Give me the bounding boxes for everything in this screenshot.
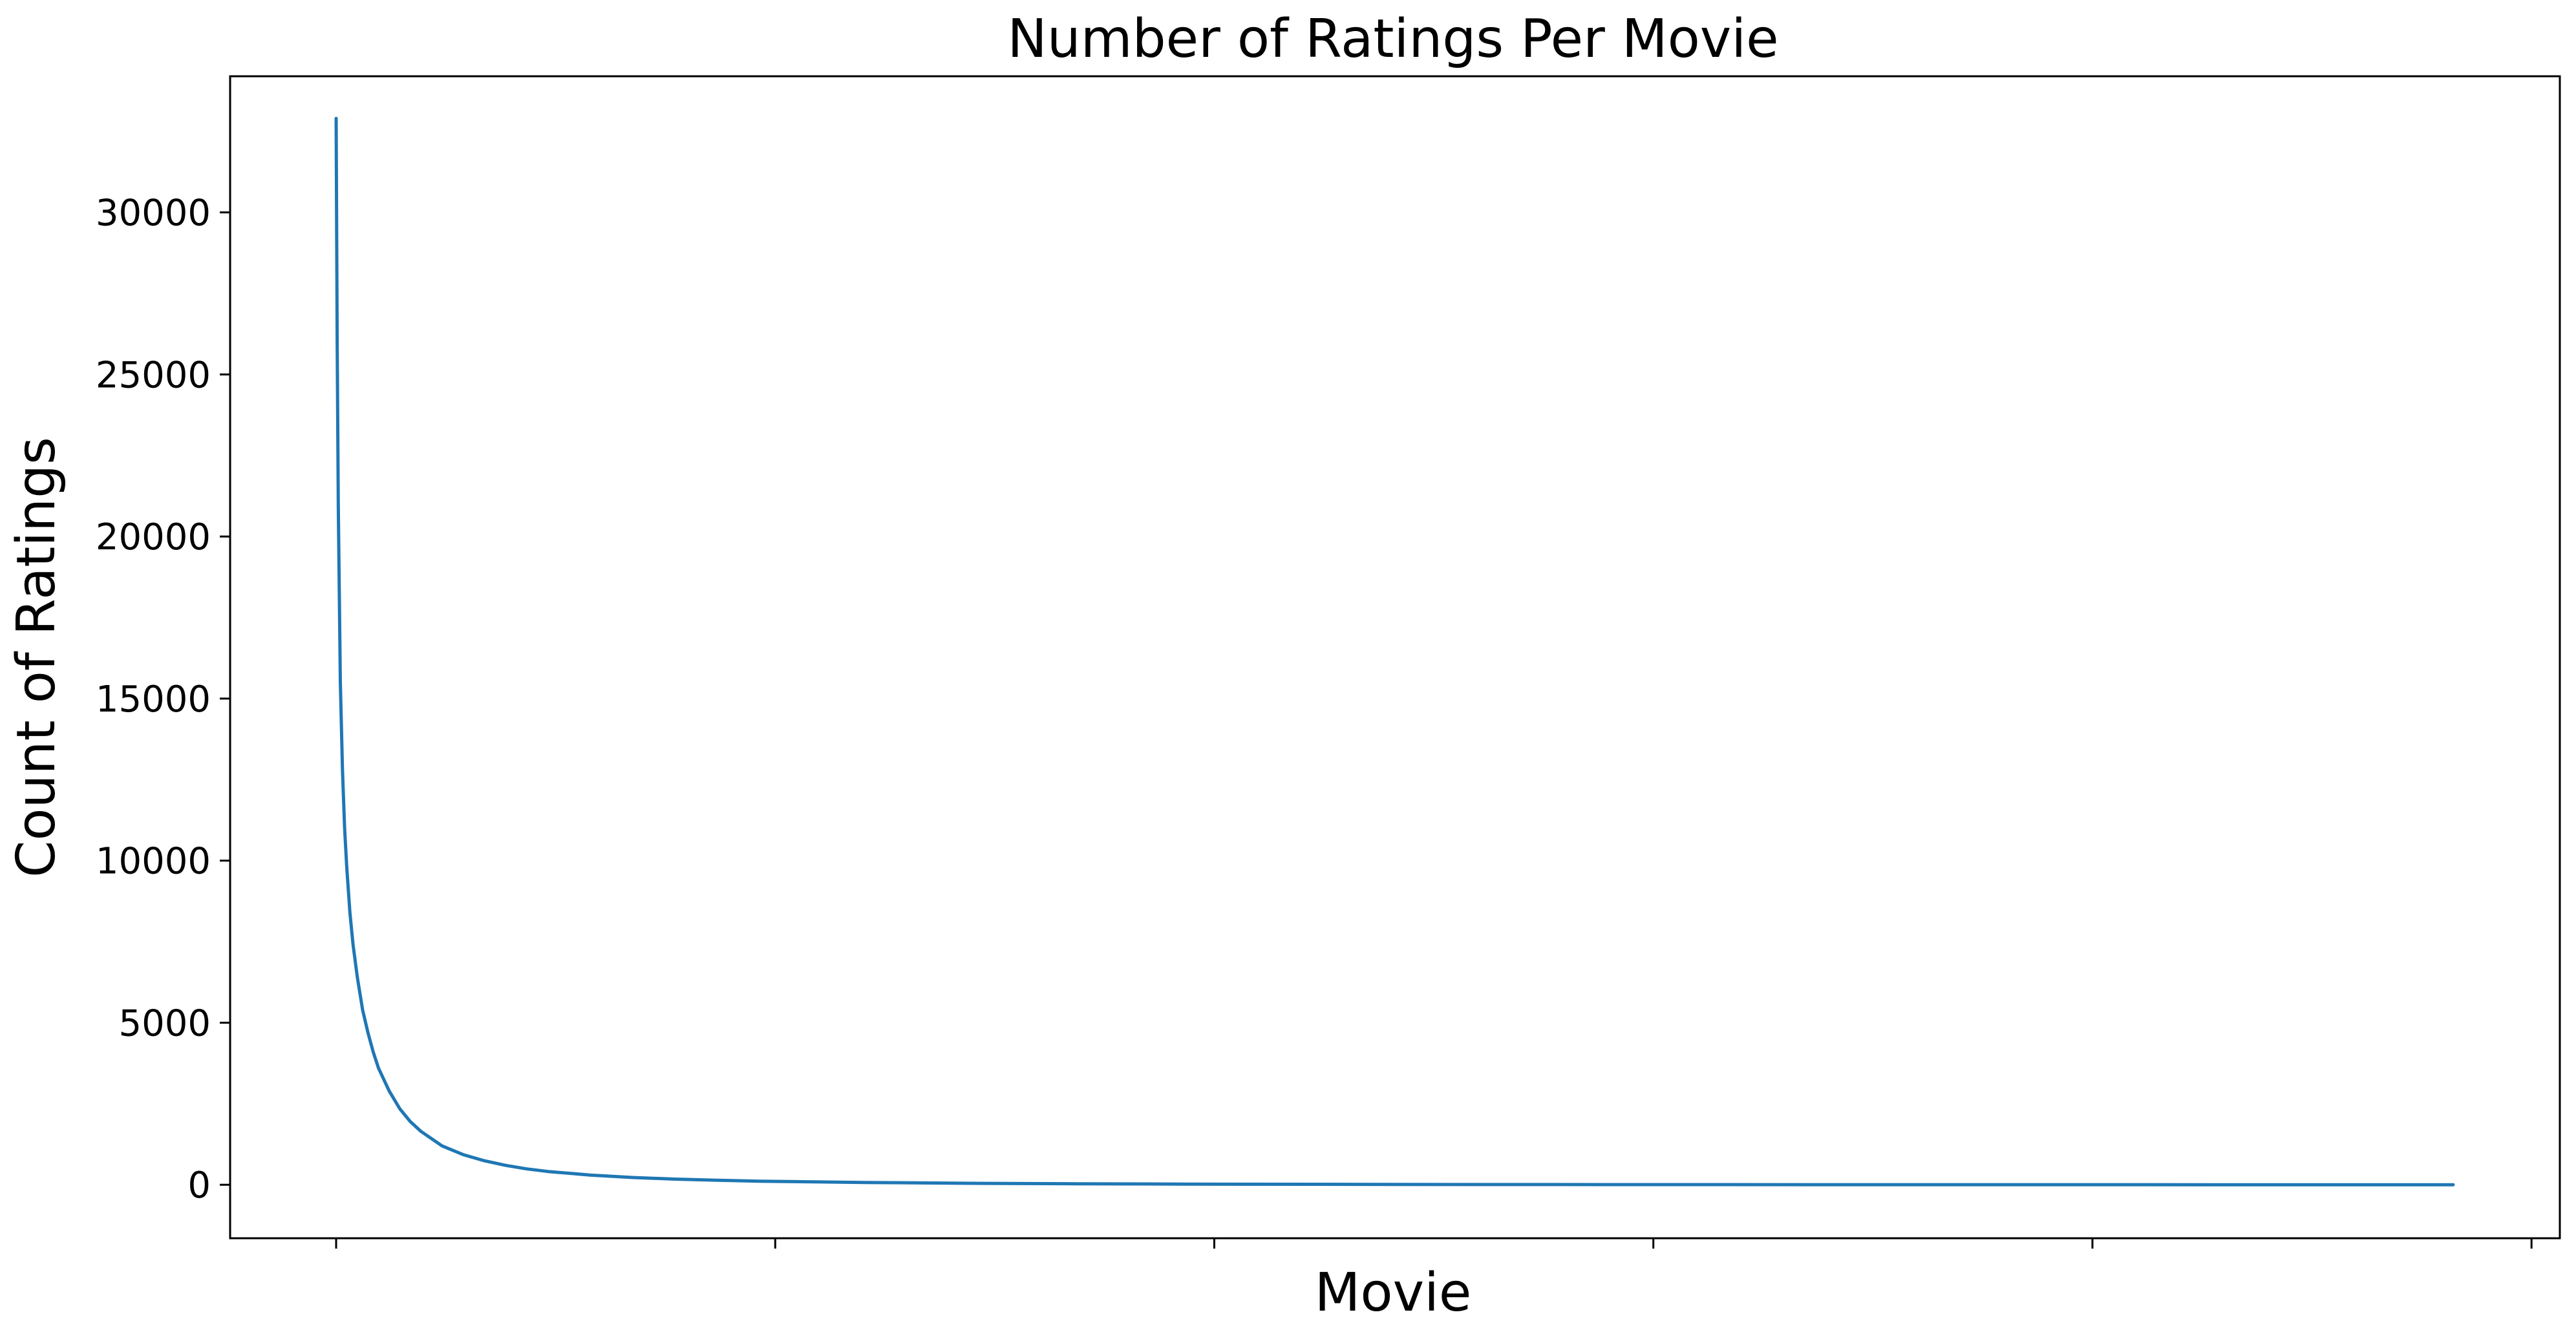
chart-title: Number of Ratings Per Movie	[1007, 8, 1778, 70]
x-axis-label: Movie	[1315, 1262, 1472, 1324]
series-line	[334, 116, 2455, 1187]
plot-area-frame	[229, 75, 2561, 1240]
y-tick-label: 10000	[96, 841, 211, 883]
y-axis-ticks: 0 5000 10000 15000 20000 25000 30000	[96, 193, 230, 1207]
y-tick-label: 30000	[96, 193, 211, 235]
y-tick-label: 25000	[96, 354, 211, 396]
y-tick-label: 20000	[96, 516, 211, 558]
x-axis-ticks	[335, 1238, 2533, 1249]
y-tick-label: 15000	[96, 679, 211, 721]
y-axis-label: Count of Ratings	[6, 437, 67, 878]
y-tick-label: 5000	[118, 1002, 211, 1044]
y-tick-label: 0	[187, 1165, 211, 1207]
